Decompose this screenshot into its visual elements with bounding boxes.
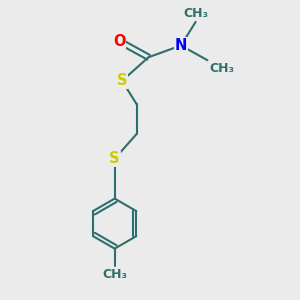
Text: O: O: [113, 34, 125, 49]
Text: CH₃: CH₃: [209, 62, 234, 75]
Text: N: N: [175, 38, 187, 53]
Text: S: S: [110, 151, 120, 166]
Text: S: S: [117, 73, 127, 88]
Text: CH₃: CH₃: [102, 268, 127, 281]
Text: CH₃: CH₃: [183, 8, 208, 20]
